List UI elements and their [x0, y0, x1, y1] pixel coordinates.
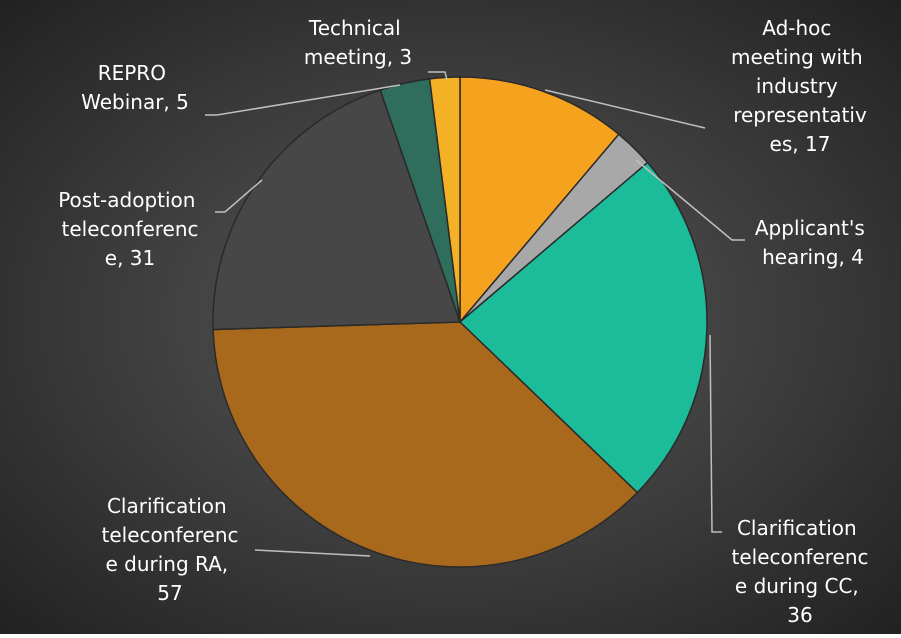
label-line: teleconferenc	[101, 523, 238, 547]
label-line: 36	[787, 603, 812, 627]
slices	[212, 76, 708, 568]
data-label: Post-adoption teleconferenc e, 31	[58, 188, 202, 270]
data-label: Clarification teleconferenc e during RA, …	[101, 494, 238, 605]
label-line: meeting, 3	[304, 45, 412, 69]
data-label: Applicant's hearing, 4	[755, 216, 871, 269]
label-line: es, 17	[770, 132, 831, 156]
pie-slice	[459, 76, 620, 325]
label-line: representativ	[733, 103, 867, 127]
label-line: Applicant's	[755, 216, 871, 240]
label-line: Clarification	[737, 516, 863, 540]
label-line: Technical	[308, 16, 407, 40]
leader-line	[635, 159, 745, 241]
pie-slice	[458, 161, 708, 494]
pie-slice	[212, 89, 462, 331]
leader-line	[544, 89, 706, 129]
pie-slice	[212, 321, 639, 568]
leader-line	[709, 334, 722, 533]
leader-line	[205, 84, 401, 116]
label-line: teleconferenc	[61, 217, 198, 241]
label-line: e, 31	[105, 246, 155, 270]
label-line: teleconferenc	[731, 545, 868, 569]
leader-line	[215, 179, 263, 213]
label-line: e during RA,	[105, 552, 234, 576]
label-line: Clarification	[107, 494, 233, 518]
leader-line	[254, 549, 371, 557]
label-line: Post-adoption	[58, 188, 202, 212]
data-label: Ad-hoc meeting with industry representat…	[731, 16, 869, 156]
labels: Ad-hoc meeting with industry representat…	[58, 16, 871, 627]
label-line: e during CC,	[735, 574, 865, 598]
label-line: industry	[756, 74, 844, 98]
pie-slice	[428, 76, 461, 323]
leader-line	[428, 71, 448, 81]
data-label: REPRO Webinar, 5	[81, 61, 189, 114]
label-line: 57	[157, 581, 182, 605]
label-line: Ad-hoc	[762, 16, 838, 40]
label-line: meeting with	[731, 45, 869, 69]
data-label: Technical meeting, 3	[304, 16, 412, 69]
label-line: REPRO	[98, 61, 173, 85]
data-label: Clarification teleconferenc e during CC, …	[731, 516, 868, 627]
label-line: Webinar, 5	[81, 90, 189, 114]
label-line: hearing, 4	[762, 245, 864, 269]
